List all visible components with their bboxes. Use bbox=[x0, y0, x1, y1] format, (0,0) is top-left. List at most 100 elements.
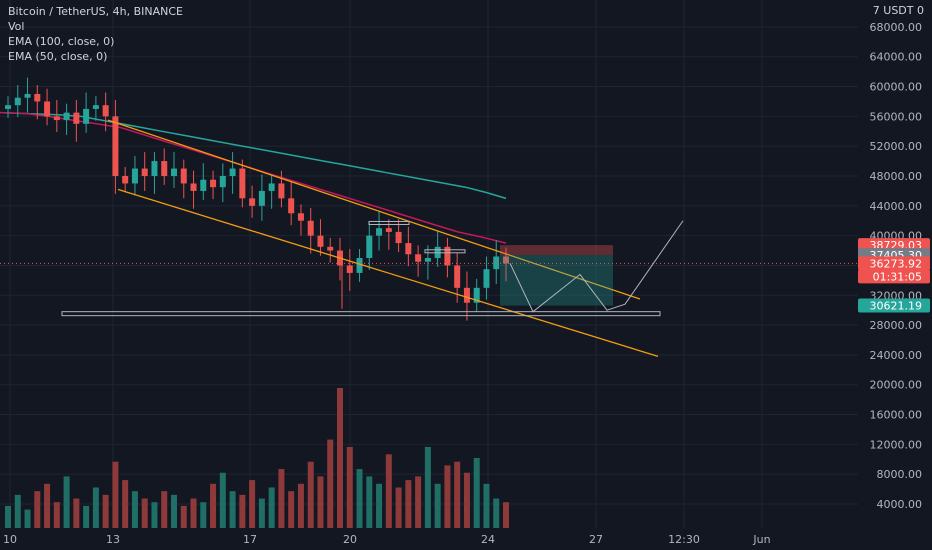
price-tag-bg bbox=[858, 298, 930, 313]
volume-bar bbox=[327, 439, 334, 528]
candle-body bbox=[24, 94, 31, 98]
candle-body bbox=[493, 256, 500, 270]
x-axis[interactable]: 10 13 17 20 24 27 12:30 Jun bbox=[0, 528, 932, 550]
candle-body bbox=[268, 183, 275, 191]
candle-body bbox=[122, 176, 129, 184]
candle-body bbox=[454, 265, 461, 288]
candle-body bbox=[112, 116, 119, 176]
volume-bar bbox=[346, 446, 353, 528]
x-tick-label: 24 bbox=[481, 533, 495, 546]
volume-bar bbox=[24, 509, 31, 528]
volume-bar bbox=[200, 502, 207, 528]
price-tag-label: 36273.92 bbox=[870, 257, 923, 270]
volume-bar bbox=[190, 498, 197, 528]
candle-body bbox=[503, 256, 509, 264]
candle-body bbox=[288, 198, 295, 214]
volume-bar bbox=[258, 498, 265, 528]
y-tick-label: 8000.00 bbox=[877, 468, 923, 481]
candle-body bbox=[141, 168, 148, 176]
candle-body bbox=[131, 168, 138, 184]
candle-body bbox=[219, 176, 226, 188]
projection-path bbox=[509, 220, 684, 313]
candle-body bbox=[473, 287, 480, 303]
y-tick-label: 24000.00 bbox=[870, 349, 923, 362]
volume-bar bbox=[229, 491, 236, 528]
volume-bar bbox=[297, 483, 304, 528]
candle-body bbox=[405, 243, 412, 255]
candle-body bbox=[444, 246, 451, 266]
candle-body bbox=[327, 246, 334, 251]
candle-body bbox=[63, 112, 70, 121]
volume-bar bbox=[14, 494, 21, 528]
volume-bar bbox=[180, 505, 187, 528]
candle-body bbox=[307, 220, 314, 236]
volume-bar bbox=[454, 461, 461, 528]
candle-body bbox=[239, 168, 246, 199]
candle-body bbox=[346, 265, 353, 273]
target-zone bbox=[500, 254, 613, 306]
candle-body bbox=[14, 97, 21, 106]
candle-body bbox=[44, 101, 51, 117]
volume-bar bbox=[278, 469, 285, 528]
candle-body bbox=[180, 168, 187, 184]
vol-label[interactable]: Vol bbox=[8, 20, 25, 33]
volume-bar bbox=[483, 483, 490, 528]
volume-bar bbox=[288, 491, 295, 528]
candle-body bbox=[463, 287, 470, 303]
volume-bar bbox=[73, 498, 80, 528]
y-tick-label: 20000.00 bbox=[870, 379, 923, 392]
candle-body bbox=[356, 258, 363, 273]
volume-bar bbox=[34, 491, 41, 528]
candle-body bbox=[424, 258, 431, 262]
candle-body bbox=[83, 108, 90, 124]
y-tick-label: 16000.00 bbox=[870, 409, 923, 422]
stop-zone bbox=[500, 245, 613, 255]
volume-bar bbox=[249, 480, 256, 528]
volume-bar bbox=[444, 465, 451, 528]
volume-bar bbox=[151, 502, 158, 528]
candle-body bbox=[366, 235, 373, 258]
volume-bar bbox=[5, 505, 11, 528]
price-tag-bg bbox=[858, 269, 930, 284]
volume-bar bbox=[493, 498, 500, 528]
y-tick-label: 28000.00 bbox=[870, 319, 923, 332]
y-tick-label: 68000.00 bbox=[870, 21, 923, 34]
volume-bar bbox=[503, 502, 509, 528]
channel-lower-line bbox=[117, 188, 659, 358]
candle-body bbox=[297, 213, 304, 221]
ema100-label[interactable]: EMA (100, close, 0) bbox=[8, 35, 115, 48]
volume-bar bbox=[102, 494, 109, 528]
volume-bar bbox=[83, 505, 90, 528]
candle-body bbox=[34, 94, 41, 102]
channel-upper-line bbox=[107, 119, 641, 300]
ema50-label[interactable]: EMA (50, close, 0) bbox=[8, 50, 108, 63]
drawings bbox=[0, 119, 858, 358]
x-tick-label: 12:30 bbox=[668, 533, 700, 546]
volume-bar bbox=[307, 461, 314, 528]
volume-bar bbox=[219, 472, 226, 528]
candle-body bbox=[278, 183, 285, 199]
volume-bar bbox=[44, 483, 51, 528]
y-tick-label: 44000.00 bbox=[870, 200, 923, 213]
symbol-title[interactable]: Bitcoin / TetherUS, 4h, BINANCE bbox=[8, 5, 184, 18]
x-tick-label: 17 bbox=[243, 533, 257, 546]
candle-body bbox=[395, 231, 402, 244]
candle-body bbox=[229, 168, 236, 176]
y-tick-label: 60000.00 bbox=[870, 81, 923, 94]
volume-bar bbox=[473, 458, 480, 528]
price-tag-bg bbox=[858, 256, 930, 271]
volume-bar bbox=[337, 388, 343, 528]
axis-corner-label[interactable]: 7 USDT 0 bbox=[872, 4, 924, 17]
resistance-box bbox=[368, 220, 410, 225]
volume-bar bbox=[268, 487, 275, 528]
volume-bar bbox=[92, 487, 99, 528]
y-tick-label: 12000.00 bbox=[870, 438, 923, 451]
y-tick-label: 64000.00 bbox=[870, 51, 923, 64]
y-tick-label: 52000.00 bbox=[870, 140, 923, 153]
volume-bar bbox=[131, 491, 138, 528]
candle-body bbox=[200, 179, 207, 191]
volume-bar bbox=[424, 446, 431, 528]
candle-body bbox=[210, 179, 217, 188]
